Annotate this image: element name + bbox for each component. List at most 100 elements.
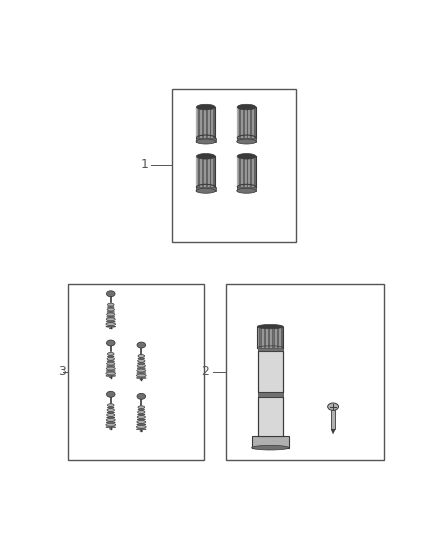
- Bar: [258, 348, 283, 351]
- Polygon shape: [197, 156, 215, 187]
- Bar: [248, 156, 250, 187]
- Ellipse shape: [106, 367, 115, 370]
- Bar: [243, 156, 245, 187]
- Ellipse shape: [106, 340, 115, 346]
- Ellipse shape: [138, 359, 145, 362]
- Bar: [241, 107, 243, 138]
- Ellipse shape: [196, 139, 215, 144]
- Bar: [277, 327, 279, 348]
- Ellipse shape: [107, 311, 114, 312]
- Bar: [247, 107, 248, 138]
- Bar: [198, 107, 200, 138]
- Ellipse shape: [107, 362, 115, 365]
- Ellipse shape: [136, 425, 146, 428]
- Bar: [331, 407, 335, 429]
- Bar: [202, 107, 204, 138]
- Bar: [204, 156, 206, 187]
- Bar: [258, 397, 283, 436]
- Ellipse shape: [138, 406, 145, 409]
- Ellipse shape: [106, 423, 116, 426]
- Ellipse shape: [107, 308, 114, 311]
- Bar: [247, 156, 248, 187]
- Polygon shape: [197, 107, 215, 138]
- Ellipse shape: [137, 342, 145, 348]
- Ellipse shape: [107, 361, 114, 362]
- Bar: [237, 138, 256, 142]
- Ellipse shape: [107, 403, 114, 407]
- Bar: [261, 327, 264, 348]
- Bar: [237, 156, 239, 187]
- Ellipse shape: [251, 446, 289, 450]
- Ellipse shape: [138, 358, 145, 359]
- Bar: [200, 156, 202, 187]
- Ellipse shape: [107, 366, 115, 367]
- Bar: [198, 156, 200, 187]
- Ellipse shape: [138, 410, 145, 414]
- Bar: [213, 107, 215, 138]
- Ellipse shape: [137, 364, 145, 367]
- Bar: [202, 156, 204, 187]
- Ellipse shape: [106, 418, 115, 421]
- Ellipse shape: [196, 188, 215, 193]
- Ellipse shape: [107, 414, 115, 416]
- Ellipse shape: [106, 291, 115, 297]
- Bar: [237, 187, 256, 191]
- Ellipse shape: [107, 407, 114, 408]
- Ellipse shape: [237, 104, 256, 110]
- Bar: [208, 107, 209, 138]
- Ellipse shape: [137, 369, 146, 372]
- Ellipse shape: [137, 424, 146, 425]
- Ellipse shape: [109, 377, 112, 378]
- Bar: [197, 156, 198, 187]
- Bar: [237, 107, 239, 138]
- Ellipse shape: [107, 412, 114, 413]
- Ellipse shape: [237, 139, 256, 144]
- Ellipse shape: [237, 188, 256, 193]
- Bar: [258, 351, 283, 392]
- Ellipse shape: [106, 391, 115, 397]
- Ellipse shape: [106, 326, 116, 327]
- Bar: [206, 156, 208, 187]
- Bar: [264, 327, 266, 348]
- Polygon shape: [237, 156, 256, 187]
- Ellipse shape: [138, 409, 145, 410]
- Ellipse shape: [106, 375, 116, 376]
- Bar: [200, 107, 202, 138]
- Ellipse shape: [107, 316, 115, 318]
- Ellipse shape: [137, 421, 146, 423]
- Bar: [196, 187, 215, 191]
- Ellipse shape: [106, 321, 115, 322]
- Ellipse shape: [197, 104, 215, 110]
- Bar: [68, 284, 204, 460]
- Bar: [204, 107, 206, 138]
- Ellipse shape: [137, 393, 145, 399]
- Ellipse shape: [106, 322, 116, 326]
- Ellipse shape: [107, 303, 114, 306]
- Ellipse shape: [328, 403, 339, 410]
- Text: 3: 3: [58, 365, 66, 378]
- Bar: [266, 327, 268, 348]
- Ellipse shape: [137, 419, 145, 420]
- Bar: [241, 156, 243, 187]
- Bar: [239, 156, 241, 187]
- Ellipse shape: [138, 362, 145, 364]
- Bar: [172, 88, 296, 243]
- Ellipse shape: [107, 409, 114, 411]
- Bar: [209, 107, 212, 138]
- Ellipse shape: [136, 374, 146, 377]
- Bar: [268, 327, 270, 348]
- Bar: [257, 327, 283, 348]
- Text: 2: 2: [201, 365, 209, 378]
- Bar: [226, 284, 384, 460]
- Ellipse shape: [107, 356, 114, 357]
- Bar: [209, 156, 212, 187]
- Ellipse shape: [106, 426, 116, 428]
- Bar: [196, 138, 215, 142]
- Ellipse shape: [257, 325, 283, 329]
- Ellipse shape: [106, 370, 115, 372]
- Ellipse shape: [140, 379, 143, 380]
- Ellipse shape: [107, 313, 115, 316]
- Bar: [212, 107, 213, 138]
- Bar: [259, 327, 261, 348]
- Bar: [258, 392, 283, 397]
